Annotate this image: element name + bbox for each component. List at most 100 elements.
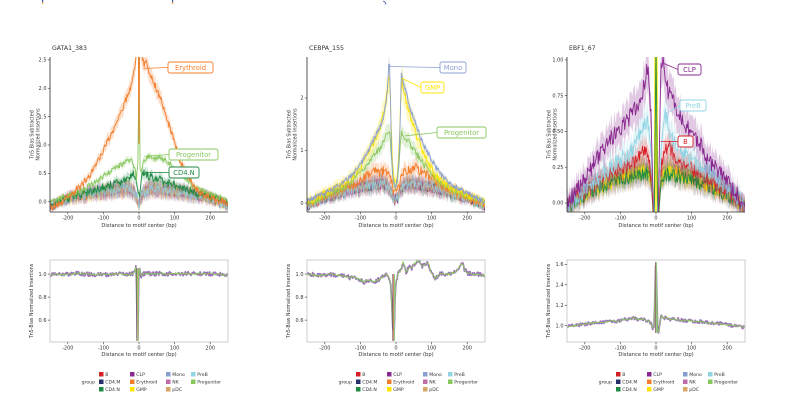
legend-swatch-NK [683, 379, 688, 384]
x-tick-label: 100 [427, 346, 437, 352]
legend-label-Erythroid: Erythroid [136, 380, 157, 386]
plot-title-CEBPA_155: CEBPA_155 [309, 45, 344, 52]
annotation-label: CD4.N [173, 169, 195, 177]
cropped-top-artifact [42, 2, 44, 4]
y-tick-label: 1.0 [39, 272, 47, 278]
legend-swatch-PreB [191, 372, 196, 377]
plot-area-bias-EBF1 [567, 262, 745, 334]
legend-swatch-CLP [647, 372, 652, 377]
legend-swatch-CD4.N [99, 387, 104, 392]
x-tick-label: 100 [687, 346, 697, 352]
x-tick-label: -100 [615, 216, 626, 222]
legend-label-Progenitor: Progenitor [454, 380, 478, 386]
legend-label-Erythroid: Erythroid [393, 380, 414, 386]
legend-swatch-PreB [708, 372, 713, 377]
y-axis-title: Tn5 Bias Subtracted [287, 110, 293, 160]
y-tick-label: 1.6 [556, 262, 564, 268]
y-tick-label: 0.0 [39, 199, 47, 205]
cropped-top-artifacts [42, 0, 387, 5]
ribbon-Erythroid [50, 57, 228, 212]
legend-label-CD4.N: CD4.N [105, 387, 120, 393]
x-tick-label: 0 [654, 216, 657, 222]
legend-label-NK: NK [689, 380, 696, 386]
y-tick-label: 1.5 [39, 114, 47, 120]
legend-swatch-GMP [130, 387, 135, 392]
y-axis-title: Tn5 Bias Subtracted [30, 110, 36, 160]
x-tick-label: 100 [170, 346, 180, 352]
cropped-top-artifact [172, 2, 174, 4]
x-tick-label: -100 [355, 346, 366, 352]
series-line-all-groups [307, 260, 485, 337]
legend-swatch-NK [423, 379, 428, 384]
ribbon-Mono [567, 151, 745, 212]
x-tick-label: -200 [579, 346, 590, 352]
x-tick-label: 0 [137, 346, 140, 352]
y-tick-label: 0.25 [552, 165, 563, 171]
legend-swatch-CD4.N [356, 387, 361, 392]
annotation-GMP: GMP [401, 77, 445, 94]
y-tick-label: 1.00 [552, 58, 563, 64]
panel-bias-CEBPA: 0.6 0.8 1.0 -200 -100 0 100 200 Distance to moti… [286, 259, 486, 393]
legend-swatch-pDC [166, 387, 171, 392]
series-line-all-groups-fringe [307, 260, 485, 337]
series-line-all-groups [567, 265, 745, 333]
series-line-PreB [567, 108, 745, 212]
annotation-Progenitor: Progenitor [144, 148, 219, 161]
x-tick-label: 200 [722, 216, 732, 222]
legend-label-CLP: CLP [393, 372, 402, 378]
annotation-Progenitor: Progenitor [405, 126, 487, 139]
legend-label-Progenitor: Progenitor [197, 380, 221, 386]
annotation-connector [401, 77, 422, 88]
x-axis-title: Distance to motif center (bp) [618, 352, 693, 358]
x-tick-label: -100 [355, 216, 366, 222]
annotation-connector [667, 105, 681, 114]
y-tick-label: 1.0 [296, 272, 304, 278]
x-axis-title: Distance to motif center (bp) [618, 223, 693, 229]
legend-label-B: B [105, 372, 108, 378]
annotation-box [436, 126, 487, 139]
panel-footprint-CEBPA: 0 1 2 -200 -100 0 100 200 Distance to motif cent… [287, 45, 487, 229]
legend-swatch-GMP [387, 387, 392, 392]
legend-swatch-pDC [683, 387, 688, 392]
legend-label-Mono: Mono [689, 372, 702, 378]
x-tick-label: -100 [98, 216, 109, 222]
legend-swatch-Mono [166, 372, 171, 377]
y-tick-label: 1.0 [39, 143, 47, 149]
legend-swatch-Mono [683, 372, 688, 377]
annotation-Mono: Mono [389, 61, 467, 74]
x-axis-title: Distance to motif center (bp) [358, 223, 433, 229]
annotation-label: Progenitor [176, 151, 211, 159]
y-tick-label: 0 [300, 201, 303, 207]
annotation-label: Progenitor [444, 129, 479, 137]
annotation-connector [144, 154, 170, 157]
legend-label-CD4.M: CD4.M [362, 380, 377, 386]
y-tick-label: 0.75 [552, 93, 563, 99]
panel-bias-GATA1: 0.6 0.8 1.0 -200 -100 0 100 200 Distance to moti… [29, 259, 229, 393]
legend-swatch-B [99, 372, 104, 377]
ribbon-Progenitor [567, 151, 745, 212]
annotation-box [679, 99, 707, 112]
y-axis-title: Normalized Insertions [293, 108, 299, 161]
x-axis-title: Distance to motif center (bp) [358, 352, 433, 358]
annotation-box [420, 81, 445, 94]
legend-label-NK: NK [172, 380, 179, 386]
legend-label-Mono: Mono [429, 372, 442, 378]
y-tick-label: 0.6 [39, 318, 47, 324]
legend-label-CLP: CLP [653, 372, 662, 378]
x-tick-label: -100 [615, 346, 626, 352]
x-tick-label: 200 [462, 346, 472, 352]
annotation-PreB: PreB [667, 99, 707, 114]
x-tick-label: -100 [98, 346, 109, 352]
legend-label-Progenitor: Progenitor [714, 380, 738, 386]
x-tick-label: 0 [137, 216, 140, 222]
annotation-Erythroid: Erythroid [143, 61, 214, 74]
legend-label-PreB: PreB [197, 372, 207, 378]
x-tick-label: 100 [427, 216, 437, 222]
panel-footprint-EBF1: 0.00 0.25 0.50 0.75 1.00 -200 -100 0 100 200 Dista… [547, 45, 745, 229]
legend-swatch-PreB [448, 372, 453, 377]
annotation-label: B [683, 138, 688, 146]
legend-label-GMP: GMP [136, 387, 147, 393]
ribbon-CD4.N [50, 164, 228, 208]
